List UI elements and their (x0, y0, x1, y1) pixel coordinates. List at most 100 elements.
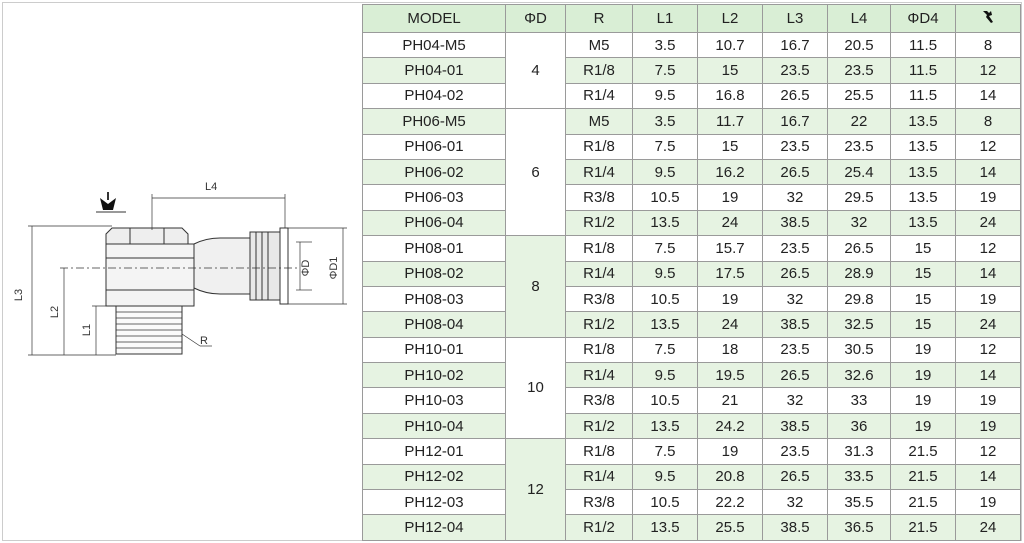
model-cell: PH06-M5 (362, 108, 506, 135)
value-cell: 26.5 (827, 235, 891, 262)
model-cell: PH06-02 (362, 158, 506, 186)
value-cell: 19 (697, 184, 763, 211)
value-cell: R1/2 (565, 514, 633, 541)
header-cell: L3 (762, 4, 828, 33)
value-cell: 9.5 (632, 463, 698, 491)
model-cell: PH10-01 (362, 336, 506, 364)
value-cell: 24 (697, 311, 763, 338)
model-cell: PH10-03 (362, 387, 506, 414)
value-cell: 20.8 (697, 463, 763, 491)
value-cell: 12 (955, 438, 1021, 465)
value-cell: 15 (697, 57, 763, 84)
value-cell: 13.5 (890, 108, 956, 135)
value-cell: 8 (955, 31, 1021, 59)
model-cell: PH04-M5 (362, 31, 506, 59)
value-cell: 13.5 (890, 158, 956, 186)
value-cell: 32 (762, 184, 828, 211)
value-cell: 7.5 (632, 133, 698, 160)
value-cell: R1/2 (565, 311, 633, 338)
table-row: PH06-M5 6 M5 3.5 11.7 16.7 22 13.5 8 (362, 108, 1021, 237)
value-cell: 26.5 (762, 260, 828, 287)
value-cell: 22.2 (697, 489, 763, 516)
value-cell: 31.3 (827, 438, 891, 465)
value-cell: 23.5 (762, 336, 828, 364)
value-cell: 19 (955, 184, 1021, 211)
value-cell: 38.5 (762, 209, 828, 237)
value-cell: 9.5 (632, 158, 698, 186)
value-cell: 24 (955, 209, 1021, 237)
value-cell: 21.5 (890, 514, 956, 541)
value-cell: 9.5 (632, 260, 698, 287)
value-cell: 14 (955, 82, 1021, 110)
value-cell: 18 (697, 336, 763, 364)
value-cell: M5 (565, 31, 633, 59)
value-cell: 21.5 (890, 489, 956, 516)
value-cell: 10.7 (697, 31, 763, 59)
value-cell: 12 (955, 133, 1021, 160)
header-cell: ΦD (505, 4, 566, 33)
diameter-cell: 4 (505, 31, 566, 110)
value-cell: R1/8 (565, 235, 633, 262)
value-cell: R1/4 (565, 362, 633, 389)
value-cell: R3/8 (565, 184, 633, 211)
value-cell: 26.5 (762, 82, 828, 110)
value-cell: 13.5 (890, 184, 956, 211)
header-cell (955, 4, 1021, 33)
value-cell: 23.5 (762, 438, 828, 465)
value-cell: 9.5 (632, 362, 698, 389)
table-row: PH08-02 R1/4 9.5 17.5 26.5 28.9 15 14 (362, 260, 1021, 287)
diameter-cell: 12 (505, 438, 566, 541)
technical-drawing: L4 L3 L2 L1 R ΦD ΦD1 (13, 181, 347, 356)
dim-label: ΦD (300, 260, 312, 277)
value-cell: 24 (955, 311, 1021, 338)
wrench-icon (983, 10, 993, 23)
value-cell: R1/8 (565, 57, 633, 84)
value-cell: 7.5 (632, 57, 698, 84)
value-cell: R3/8 (565, 489, 633, 516)
fitting (249, 231, 281, 301)
model-cell: PH08-04 (362, 311, 506, 338)
value-cell: 35.5 (827, 489, 891, 516)
value-cell: 15 (890, 260, 956, 287)
table-row: PH04-M5 4 M5 3.5 10.7 16.7 20.5 11.5 8 (362, 31, 1021, 110)
value-cell: 13.5 (890, 209, 956, 237)
value-cell: 32.5 (827, 311, 891, 338)
value-cell: 12 (955, 57, 1021, 84)
value-cell: 24.2 (697, 412, 763, 440)
value-cell: 11.5 (890, 82, 956, 110)
value-cell: 19 (955, 285, 1021, 313)
release-ring (279, 227, 289, 305)
model-cell: PH12-01 (362, 438, 506, 465)
thread-lines (116, 311, 182, 349)
value-cell: 19 (955, 412, 1021, 440)
value-cell: R1/4 (565, 158, 633, 186)
value-cell: 19 (890, 362, 956, 389)
value-cell: 14 (955, 362, 1021, 389)
model-cell: PH12-02 (362, 463, 506, 491)
table-row: PH06-01 R1/8 7.5 15 23.5 23.5 13.5 12 (362, 133, 1021, 160)
model-cell: PH08-02 (362, 260, 506, 287)
header-cell: L4 (827, 4, 891, 33)
dim-label: R (200, 335, 208, 347)
value-cell: R1/8 (565, 438, 633, 465)
table-row: PH12-04 R1/2 13.5 25.5 38.5 36.5 21.5 24 (362, 514, 1021, 541)
value-cell: 26.5 (762, 158, 828, 186)
value-cell: 32 (827, 209, 891, 237)
header-cell: R (565, 4, 633, 33)
table-row: PH12-03 R3/8 10.5 22.2 32 35.5 21.5 19 (362, 489, 1021, 516)
value-cell: 33 (827, 387, 891, 414)
value-cell: 28.9 (827, 260, 891, 287)
value-cell: 16.2 (697, 158, 763, 186)
model-cell: PH10-04 (362, 412, 506, 440)
header-cell: ΦD4 (890, 4, 956, 33)
table-row: PH06-03 R3/8 10.5 19 32 29.5 13.5 19 (362, 184, 1021, 211)
value-cell: R1/8 (565, 336, 633, 364)
diameter-cell: 6 (505, 108, 566, 237)
value-cell: 10.5 (632, 285, 698, 313)
value-cell: 15 (697, 133, 763, 160)
value-cell: 25.4 (827, 158, 891, 186)
value-cell: 7.5 (632, 438, 698, 465)
value-cell: 19 (890, 336, 956, 364)
